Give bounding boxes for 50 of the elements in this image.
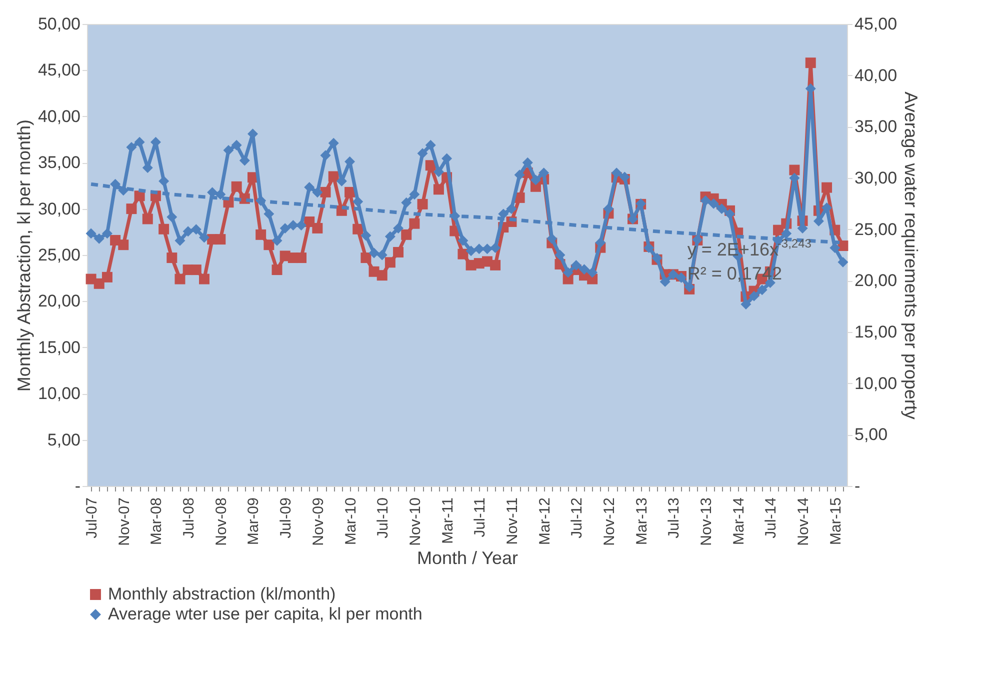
y-tick-label: 40,00 <box>38 106 80 126</box>
x-tick-label: Mar-08 <box>148 498 166 546</box>
x-tick-label: Jul-08 <box>180 498 198 538</box>
x-tick-label: Jul-07 <box>84 498 101 538</box>
x-tick-label: Mar-12 <box>536 498 554 546</box>
x-tick-label: Nov-14 <box>795 498 812 546</box>
y-tick-label: 10,00 <box>38 384 80 404</box>
x-tick-label: Jul-11 <box>472 498 489 538</box>
y-tick-label: 35,00 <box>38 153 80 172</box>
x-tick-label: Mar-14 <box>730 498 748 546</box>
y2-tick-label: 5,00 <box>854 425 888 444</box>
y-tick-label: - <box>74 476 80 496</box>
y-tick-label: 20,00 <box>38 292 80 311</box>
x-axis-title: Month / Year <box>416 548 518 568</box>
x-tick-label: Jul-14 <box>762 498 780 538</box>
y2-tick-label: 30,00 <box>854 168 898 188</box>
x-tick-label: Mar-11 <box>439 498 456 544</box>
x-tick-label: Mar-15 <box>827 498 844 546</box>
y2-tick-label: 45,00 <box>854 14 898 34</box>
x-tick-label: Nov-13 <box>698 498 716 546</box>
y-tick-label: 50,00 <box>38 14 80 34</box>
x-tick-label: Jul-13 <box>666 498 683 538</box>
y-axis-title: Monthly Abstraction, kl per month) <box>14 119 34 392</box>
y2-axis-title: Average water requirements per property <box>901 92 922 420</box>
x-tick-label: Nov-12 <box>600 498 618 546</box>
x-tick-label: Jul-12 <box>568 498 586 538</box>
x-tick-label: Nov-08 <box>212 498 230 546</box>
x-tick-label: Nov-11 <box>504 498 521 545</box>
y-tick-label: 30,00 <box>38 199 80 218</box>
x-tick-label: Mar-13 <box>633 498 650 546</box>
y2-tick-label: 40,00 <box>854 66 898 85</box>
x-tick-label: Nov-07 <box>116 498 133 546</box>
legend-label: Average wter use per capita, kl per month <box>108 604 422 624</box>
y-tick-label: 25,00 <box>38 246 80 264</box>
y2-tick-label: 15,00 <box>854 322 898 342</box>
y2-tick-label: 25,00 <box>854 220 898 239</box>
x-tick-label: Nov-09 <box>310 498 327 546</box>
x-tick-label: Jul-09 <box>278 498 295 538</box>
y2-tick-label: 20,00 <box>854 271 898 290</box>
x-tick-label: Mar-10 <box>342 498 360 546</box>
y2-tick-label: 10,00 <box>854 374 898 393</box>
y2-tick-label: - <box>854 476 860 496</box>
x-tick-label: Mar-09 <box>245 498 262 546</box>
x-tick-label: Jul-10 <box>374 498 392 538</box>
y-tick-label: 45,00 <box>38 60 80 80</box>
y-tick-label: 15,00 <box>38 338 80 357</box>
legend-label: Monthly abstraction (kl/month) <box>108 584 336 604</box>
y2-tick-label: 35,00 <box>854 117 898 136</box>
x-tick-label: Nov-10 <box>406 498 424 546</box>
y-tick-label: 5,00 <box>47 430 80 450</box>
